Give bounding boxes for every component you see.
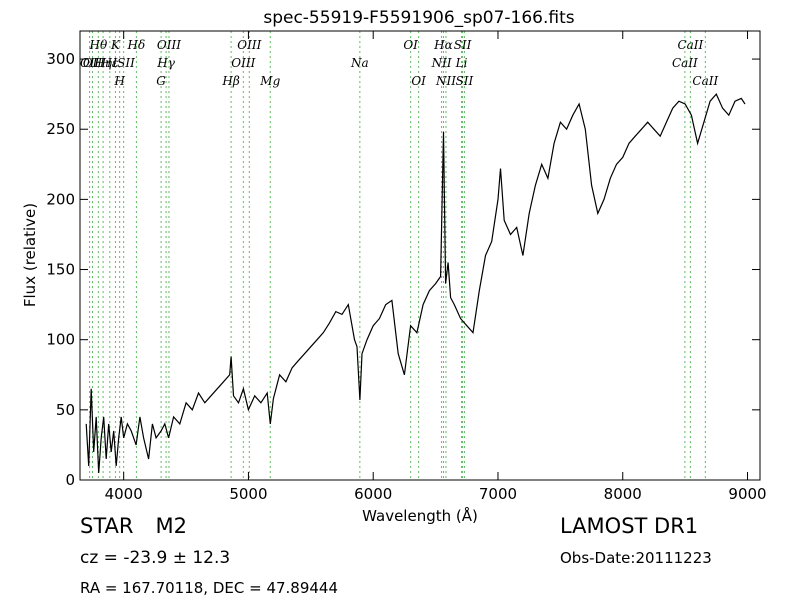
spectral-line-label: Hη [93, 56, 112, 70]
y-tick-label: 100 [46, 331, 75, 349]
spectral-line-label: Hε [100, 56, 118, 70]
y-tick-label: 300 [46, 50, 75, 68]
spectral-line-label: CaII [692, 74, 718, 88]
subclass-label: M2 [155, 514, 187, 538]
x-tick-label: 8000 [604, 485, 642, 503]
chart-title: spec-55919-F5591906_sp07-166.fits [263, 8, 574, 28]
spectral-line-label: Hδ [127, 38, 146, 52]
y-tick-label: 200 [46, 190, 75, 208]
x-tick-label: 7000 [479, 485, 517, 503]
spectral-line-label: OI [403, 38, 418, 52]
spectral-line-label: Hβ [221, 74, 239, 88]
spectral-line-label: SII [454, 38, 472, 52]
spectral-line-label: NII [431, 56, 452, 70]
y-tick-label: 0 [65, 471, 75, 489]
spectral-line-label: OI [411, 74, 426, 88]
spectral-line-label: OIII [237, 38, 261, 52]
y-tick-label: 50 [56, 401, 75, 419]
spectral-line-label: Hθ [88, 38, 107, 52]
spectral-line-label: CaII [672, 56, 698, 70]
y-tick-label: 150 [46, 261, 75, 279]
spectral-line-label: ISII [111, 56, 135, 70]
x-axis-label: Wavelength (Å) [362, 506, 478, 525]
obs-date: Obs-Date:20111223 [560, 549, 712, 567]
spectral-line-label: OIII [231, 56, 255, 70]
spectral-line-label: CaII [677, 38, 703, 52]
spectral-line-label: OIII [157, 38, 181, 52]
spectral-line-label: SII [456, 74, 474, 88]
x-tick-label: 4000 [105, 485, 143, 503]
cz-value: cz = -23.9 ± 12.3 [80, 548, 231, 568]
spectral-line-label: Hγ [156, 56, 175, 70]
y-axis-label: Flux (relative) [21, 203, 39, 307]
x-tick-label: 6000 [354, 485, 392, 503]
class-label: STAR [80, 514, 134, 538]
y-axis-ticks: 0 50 100 150 200 250 300 [46, 50, 760, 489]
plot-frame [79, 30, 761, 481]
object-class: STAR M2 [80, 514, 187, 538]
spectral-line-labels: OIIOIIHθHηHεKHISIIHδGHγOIIIHβOIIIOIIIMgN… [80, 38, 719, 88]
spectral-line-markers [89, 31, 706, 480]
x-tick-label: 9000 [728, 485, 766, 503]
x-tick-label: 5000 [229, 485, 267, 503]
spectral-line-label: G [156, 74, 166, 88]
spectral-line-label: Hα [433, 38, 453, 52]
ra-dec: RA = 167.70118, DEC = 47.89444 [80, 579, 339, 597]
spectral-line-label: K [110, 38, 121, 52]
spectral-line-label: Li [455, 56, 468, 70]
spectral-line-label: Na [350, 56, 369, 70]
y-tick-label: 250 [46, 120, 75, 138]
spectral-line-label: Mg [259, 74, 280, 88]
spectrum-line [85, 92, 746, 474]
spectral-line-label: NII [435, 74, 456, 88]
x-axis-ticks: 4000 5000 6000 7000 8000 9000 [105, 31, 767, 503]
survey-label: LAMOST DR1 [560, 514, 699, 538]
spectral-line-label: H [113, 74, 125, 88]
